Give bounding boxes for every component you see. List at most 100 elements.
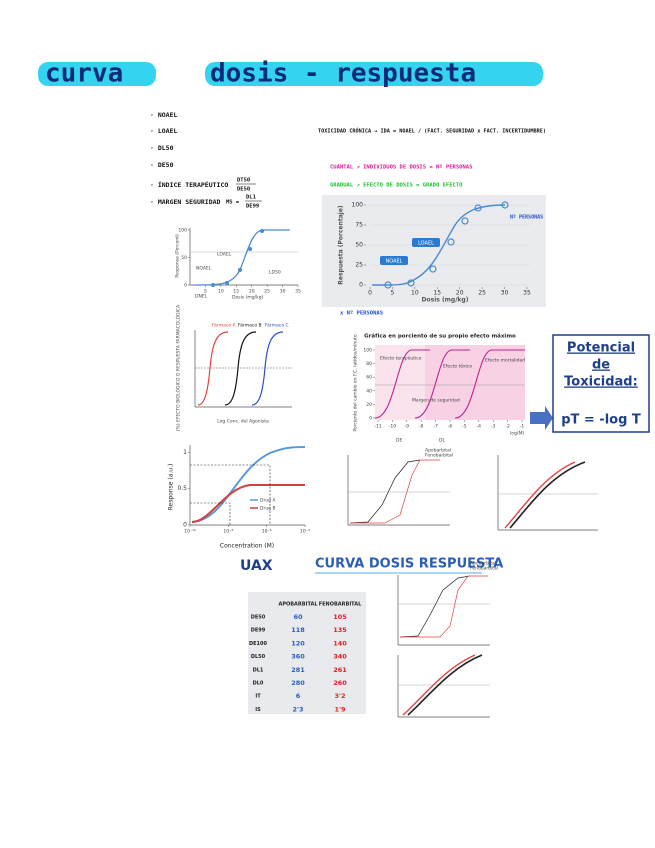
- note: x Nº PERSONAS: [340, 310, 383, 317]
- curve: [191, 446, 306, 523]
- table-cell: 140: [333, 639, 347, 647]
- x-tick-label: 10⁻⁶: [262, 529, 272, 535]
- list-item: · NOAEL: [150, 111, 177, 119]
- y-tick-label: 0: [359, 282, 363, 289]
- y-tick-label: 100: [178, 228, 187, 234]
- section-title: CURVA DOSIS RESPUESTA: [315, 557, 503, 572]
- row-label: DE99: [251, 628, 266, 634]
- x-axis-label: Dosis (mg/kg): [232, 295, 264, 301]
- note: TOXICIDAD CRÓNICA → IDA = NOAEL / (FACT.…: [318, 128, 546, 135]
- y-tick-label: 50: [355, 242, 363, 249]
- note: CUANTAL ↗ INDIVIDUOS DE DOSIS = Nº PERSO…: [330, 164, 472, 171]
- table-cell: 260: [333, 679, 347, 687]
- x-tick-label: 25: [264, 289, 270, 295]
- table-cell: 280: [291, 679, 305, 687]
- list-item: · LOAEL: [150, 127, 177, 135]
- label: LD50: [269, 270, 281, 276]
- fraction-den: DE99: [246, 204, 259, 210]
- x-tick-label: -7: [433, 424, 438, 430]
- x-tick-label: 15: [433, 290, 441, 297]
- x-tick-label: -10: [389, 424, 396, 430]
- chart-title: Gráfica en porciento de su propio efecto…: [364, 333, 516, 340]
- y-tick-label: 80: [366, 361, 372, 367]
- box-text: Potencial: [567, 341, 635, 356]
- label: NOAEL: [386, 259, 403, 265]
- y-tick-label: 25: [355, 262, 363, 269]
- table-cell: 105: [333, 613, 347, 621]
- curve: [454, 349, 525, 419]
- label: Efecto mortalidad: [485, 358, 525, 364]
- x-tick-label: 20: [456, 290, 464, 297]
- row-label: DE100: [249, 641, 268, 647]
- y-tick-label: 40: [366, 388, 372, 394]
- box-text: Toxicidad:: [564, 375, 638, 390]
- curve: [194, 229, 290, 286]
- table-header: APOBARBITAL: [278, 602, 318, 608]
- legend-label: Fármaco A: [212, 322, 237, 329]
- title-right: dosis - respuesta: [210, 59, 476, 89]
- big-chart: NOAEL LOAEL Nº PERSONAS x Nº PERSONAS Do…: [338, 201, 543, 317]
- x-tick-label: 10⁻¹⁰: [184, 529, 196, 535]
- highlight: [38, 62, 156, 86]
- table: APOBARBITAL FENOBARBITAL DE50 60 105 DE99 118 1…: [249, 602, 362, 714]
- chart-background: [322, 195, 546, 307]
- table-cell: 281: [291, 666, 305, 674]
- legend-label: Fenobarbital: [425, 453, 453, 459]
- curve: [414, 349, 470, 419]
- arrow: [530, 406, 553, 430]
- mini-chart: Apobarbital Fenobarbital: [397, 561, 498, 646]
- table-cell: 3'2: [334, 692, 345, 700]
- label: DL: [439, 438, 445, 444]
- y-tick-label: 75: [355, 222, 363, 229]
- curve: [197, 331, 229, 406]
- table-cell: 360: [291, 653, 305, 661]
- y-tick-label: 100: [363, 348, 372, 354]
- table-cell: 135: [333, 626, 347, 634]
- y-axis-label: Porciento del cambio en F.C. latidos/min…: [353, 334, 359, 432]
- fraction-num: DT50: [237, 178, 250, 184]
- response-chart: Drug A Drug B Concentration (M) Response…: [168, 445, 310, 550]
- list-item: · DL50: [150, 144, 174, 152]
- x-tick-label: 20: [249, 289, 255, 295]
- list-text: LOAEL: [158, 127, 178, 135]
- fraction-den: DE50: [237, 187, 250, 193]
- potency-box: [552, 334, 650, 433]
- x-tick-label: -1: [520, 424, 525, 430]
- x-axis-label: Dosis (mg/kg): [422, 297, 469, 304]
- table-cell: 261: [333, 666, 347, 674]
- y-tick-label: 1: [183, 449, 187, 456]
- legend-label: Fármaco C: [265, 322, 289, 329]
- y-tick-label: 60: [366, 375, 372, 381]
- list: · NOAEL · LOAEL · DL50 · DE50 · ÍNDICE T…: [150, 111, 262, 210]
- row-label: IT: [255, 694, 261, 700]
- note: GRADUAL ↗ EFECTO DE DOSIS = GRADO EFECTO: [330, 183, 463, 189]
- callout: [412, 238, 440, 247]
- y-axis-label: Response (a.u.): [168, 464, 175, 511]
- row-label: DL1: [253, 667, 264, 673]
- plot-band: [375, 345, 425, 420]
- x-axis-label: log(M): [510, 431, 524, 437]
- x-tick-label: -3: [491, 424, 496, 430]
- x-tick-label: 5: [204, 289, 207, 295]
- label: Margen de seguridad: [412, 398, 460, 404]
- y-tick-label: 0: [369, 416, 372, 422]
- table-background: [248, 592, 366, 714]
- curve: [224, 331, 257, 406]
- fraction-num: DL1: [246, 195, 257, 201]
- list-item: · MARGEN SEGURIDAD: [150, 198, 221, 206]
- callout: [380, 256, 408, 265]
- x-tick-label: -4: [477, 424, 482, 430]
- x-tick-label: -6: [448, 424, 453, 430]
- note: Nº PERSONAS: [510, 215, 543, 221]
- curve: [374, 349, 430, 419]
- table-cell: 118: [291, 626, 305, 634]
- drugs-chart: Fármaco A Fármaco B Fármaco C Log Conc. …: [175, 304, 292, 431]
- x-tick-label: -5: [462, 424, 467, 430]
- legend-label: Drug B: [260, 506, 276, 512]
- label: LOAEL: [217, 252, 232, 258]
- label: Efecto terapéutico: [380, 355, 422, 362]
- row-label: DL0: [253, 681, 264, 687]
- x-tick-label: 35: [523, 290, 531, 297]
- curve: [191, 484, 305, 523]
